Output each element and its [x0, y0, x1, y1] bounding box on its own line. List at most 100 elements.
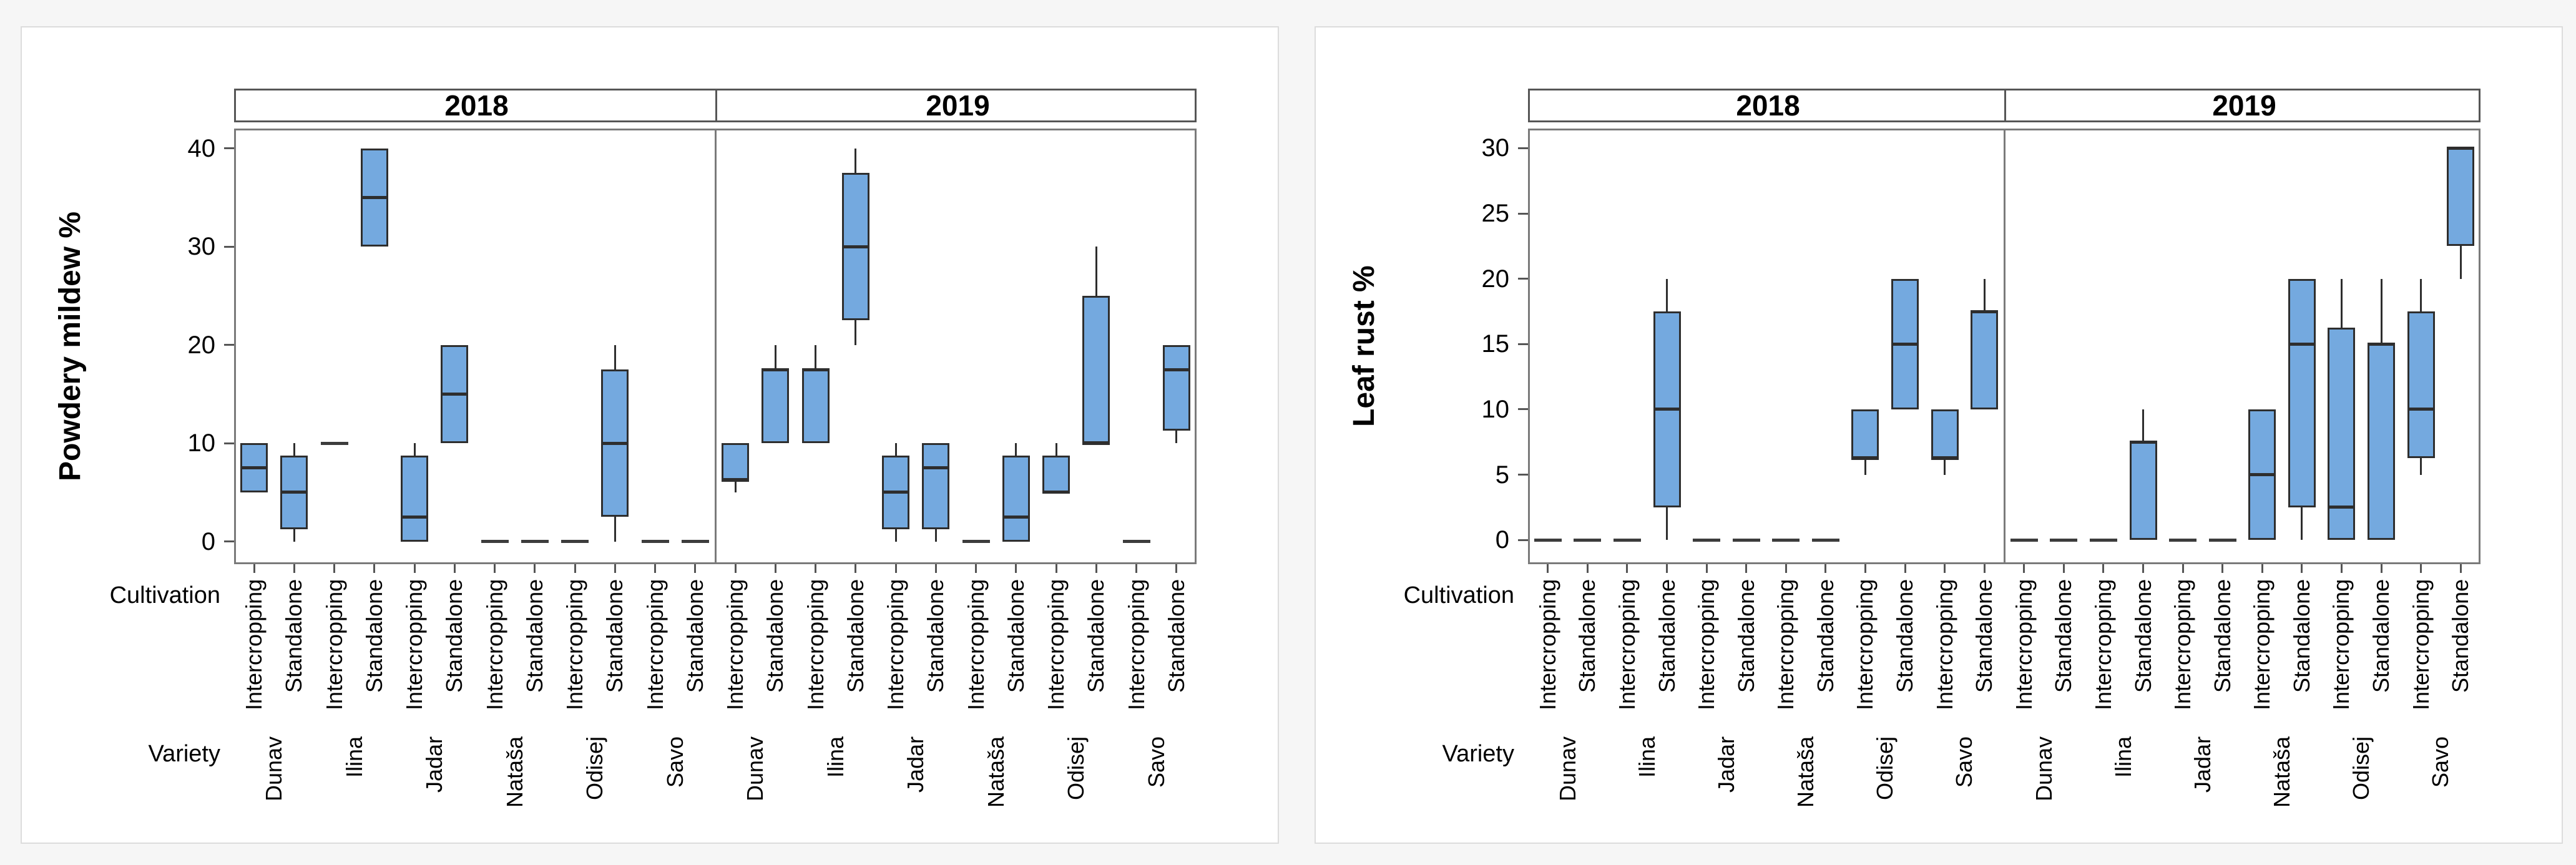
x-tick-mark	[654, 564, 657, 573]
panel-header-band: 2018 2019	[1528, 89, 2481, 122]
median-2019-Jadar-Intercropping	[882, 491, 910, 494]
x-label-variety-Nataša: Nataša	[982, 736, 1009, 808]
x-label-variety-Nataša: Nataša	[1793, 736, 1819, 808]
x-label-cultivation: Intercropping	[722, 579, 748, 711]
median-2019-Savo-Standalone	[2447, 146, 2475, 150]
variety-row-label: Variety	[1442, 741, 1514, 767]
x-label-cultivation: Standalone	[923, 579, 949, 693]
x-label-cultivation: Standalone	[1163, 579, 1189, 693]
median-2018-Odisej-Standalone	[1891, 342, 1919, 346]
x-label-cultivation: Standalone	[762, 579, 788, 693]
median-2018-Dunav-Standalone	[280, 491, 308, 494]
x-tick-mark	[293, 564, 295, 573]
box-2018-Savo-Standalone	[1971, 311, 1999, 409]
x-tick-mark	[2182, 564, 2184, 573]
panel-divider	[2003, 129, 2005, 564]
single-value-dash-2019-Jadar-Standalone	[2208, 538, 2236, 542]
single-value-dash-2018-Jadar-Standalone	[1732, 538, 1760, 542]
median-2018-Odisej-Intercropping	[1851, 456, 1879, 460]
single-value-dash-2018-Ilina-Intercropping	[1613, 538, 1641, 542]
x-label-cultivation: Intercropping	[1773, 579, 1799, 711]
median-2019-Odisej-Standalone	[1082, 441, 1110, 445]
x-label-cultivation: Standalone	[441, 579, 468, 693]
x-label-cultivation: Standalone	[2447, 579, 2474, 693]
single-value-dash-2019-Ilina-Intercropping	[2089, 538, 2117, 542]
x-tick-mark	[694, 564, 697, 573]
x-label-cultivation: Intercropping	[321, 579, 347, 711]
x-label-variety-Jadar: Jadar	[1713, 736, 1739, 793]
panel-header-band: 2018 2019	[234, 89, 1197, 122]
box-2019-Nataša-Standalone	[2288, 278, 2316, 507]
single-value-dash-2018-Nataša-Standalone	[521, 540, 549, 544]
x-tick-mark	[373, 564, 376, 573]
median-2019-Odisej-Intercropping	[1042, 491, 1070, 494]
median-2019-Odisej-Standalone	[2368, 342, 2396, 346]
single-value-dash-2018-Dunav-Standalone	[1574, 538, 1602, 542]
median-2019-Ilina-Standalone	[841, 245, 869, 248]
box-2019-Odisej-Intercropping	[2328, 328, 2356, 540]
x-tick-mark	[2301, 564, 2303, 573]
panel-year-label-2018: 2018	[1736, 89, 1800, 122]
median-2019-Dunav-Intercropping	[722, 478, 750, 482]
median-2019-Ilina-Intercropping	[801, 368, 830, 371]
x-label-cultivation: Intercropping	[802, 579, 828, 711]
x-tick-mark	[1586, 564, 1589, 573]
y-tick-label: 10	[1481, 395, 1510, 423]
x-label-variety-Ilina: Ilina	[2110, 736, 2136, 778]
x-tick-mark	[333, 564, 336, 573]
median-2018-Odisej-Standalone	[601, 441, 629, 445]
x-tick-mark	[1666, 564, 1668, 573]
median-2019-Ilina-Standalone	[2129, 440, 2157, 444]
median-2019-Dunav-Standalone	[762, 368, 790, 371]
x-tick-mark	[1705, 564, 1708, 573]
x-label-variety-Ilina: Ilina	[341, 736, 367, 778]
x-tick-mark	[1055, 564, 1057, 573]
x-tick-mark	[2459, 564, 2462, 573]
x-tick-mark	[1095, 564, 1097, 573]
box-2018-Savo-Intercropping	[1931, 409, 1959, 459]
x-label-variety-Dunav: Dunav	[2030, 736, 2057, 802]
box-2019-Odisej-Intercropping	[1042, 455, 1070, 492]
median-2019-Nataša-Standalone	[2288, 342, 2316, 346]
x-label-cultivation: Standalone	[842, 579, 868, 693]
box-2018-Jadar-Intercropping	[401, 455, 429, 542]
x-tick-mark	[2142, 564, 2145, 573]
x-label-cultivation: Intercropping	[1534, 579, 1560, 711]
x-label-cultivation: Intercropping	[401, 579, 428, 711]
x-label-variety-Odisej: Odisej	[1872, 736, 1898, 801]
x-label-cultivation: Standalone	[1892, 579, 1918, 693]
x-label-cultivation: Standalone	[1971, 579, 1997, 693]
x-tick-mark	[1015, 564, 1017, 573]
y-tick-label: 25	[1481, 200, 1510, 228]
x-label-variety-Jadar: Jadar	[2189, 736, 2215, 793]
single-value-dash-2018-Dunav-Intercropping	[1534, 538, 1562, 542]
y-tick-label: 30	[1481, 134, 1510, 162]
x-label-cultivation: Standalone	[521, 579, 547, 693]
x-tick-mark	[1547, 564, 1549, 573]
x-label-variety-Nataša: Nataša	[2269, 736, 2295, 808]
x-tick-mark	[1824, 564, 1827, 573]
x-label-cultivation: Intercropping	[1931, 579, 1957, 711]
x-label-cultivation: Intercropping	[642, 579, 668, 711]
x-tick-mark	[2340, 564, 2343, 573]
x-label-cultivation: Intercropping	[2249, 579, 2275, 711]
x-label-cultivation: Intercropping	[1852, 579, 1878, 711]
x-label-cultivation: Standalone	[1653, 579, 1680, 693]
y-tick-label: 5	[1495, 461, 1509, 489]
x-label-variety-Ilina: Ilina	[1633, 736, 1660, 778]
x-label-cultivation: Standalone	[1574, 579, 1600, 693]
y-tick-label: 10	[187, 429, 216, 457]
x-label-cultivation: Intercropping	[2407, 579, 2434, 711]
box-2019-Nataša-Standalone	[1002, 455, 1030, 542]
box-2019-Dunav-Intercropping	[722, 443, 750, 481]
plot-area: 2018 2019 0 5 10 15 20 25 30 Intercropping Standal…	[1316, 27, 2562, 843]
y-tick-label: 20	[187, 331, 216, 359]
single-value-dash-2019-Jadar-Intercropping	[2169, 538, 2197, 542]
y-tick-label: 15	[1481, 330, 1510, 358]
y-tick-mark	[1518, 147, 1528, 149]
y-tick-label: 0	[1495, 526, 1509, 554]
x-label-cultivation: Standalone	[2050, 579, 2077, 693]
y-tick-mark	[224, 245, 234, 248]
x-label-cultivation: Intercropping	[241, 579, 267, 711]
